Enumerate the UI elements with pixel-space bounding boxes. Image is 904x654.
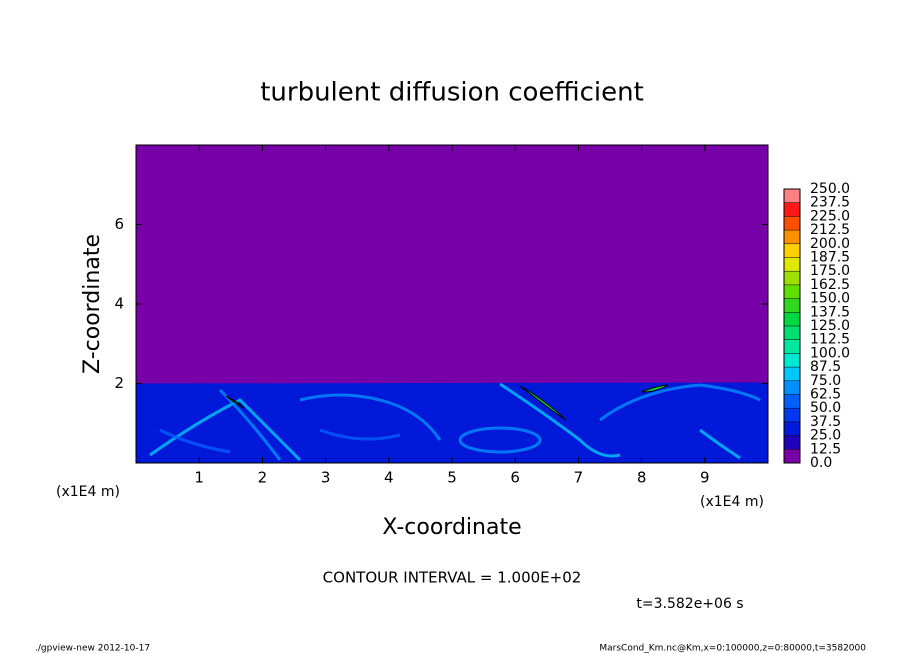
colorbar-bin xyxy=(784,435,800,450)
x-tick-label: 6 xyxy=(510,469,520,487)
colorbar-label: 200.0 xyxy=(810,236,850,252)
y-tick-label: 2 xyxy=(114,374,124,392)
colorbar-bin xyxy=(784,243,800,258)
contour-line xyxy=(225,395,245,409)
x-tick-label: 7 xyxy=(574,469,584,487)
colorbar-label: 250.0 xyxy=(810,181,850,197)
colorbar-bin xyxy=(784,202,800,217)
y-tick-label: 4 xyxy=(114,295,124,313)
colorbar-bin xyxy=(784,367,800,381)
footer-right: MarsCond_Km.nc@Km,x=0:100000,z=0:80000,t… xyxy=(599,644,866,654)
colorbar-bin xyxy=(784,394,800,409)
colorbar-label: 212.5 xyxy=(810,222,850,238)
colorbar-label: 237.5 xyxy=(810,195,850,211)
colorbar-bin xyxy=(784,380,800,395)
colorbar-label: 25.0 xyxy=(810,428,841,444)
colorbar-label: 112.5 xyxy=(810,332,850,348)
x-tick-label: 3 xyxy=(321,469,331,487)
field-swirl xyxy=(458,426,542,454)
field-swirl xyxy=(599,383,761,422)
colorbar-bin xyxy=(784,271,800,285)
colorbar-label: 162.5 xyxy=(810,277,850,293)
time-label: t=3.582e+06 s xyxy=(636,596,743,612)
colorbar-label: 50.0 xyxy=(810,400,841,416)
colorbar-bin xyxy=(784,284,800,299)
colorbar-label: 75.0 xyxy=(810,373,841,389)
colorbar-bin xyxy=(784,312,800,326)
colorbar-label: 87.5 xyxy=(810,359,841,375)
x-tick-label: 8 xyxy=(637,469,647,487)
colorbar-label: 12.5 xyxy=(810,441,841,457)
colorbar-bin xyxy=(784,408,800,422)
field-lower xyxy=(136,382,768,463)
colorbar-label: 150.0 xyxy=(810,291,850,307)
field-swirl xyxy=(319,428,401,441)
colorbar-label: 175.0 xyxy=(810,263,850,279)
y-axis-label: Z-coordinate xyxy=(80,234,105,374)
colorbar-bin xyxy=(784,230,800,244)
x-tick-label: 1 xyxy=(194,469,204,487)
colorbar-label: 37.5 xyxy=(810,414,841,430)
field-swirl xyxy=(159,428,231,454)
colorbar-bin xyxy=(784,449,800,463)
field-swirl xyxy=(149,398,302,462)
field-swirl xyxy=(299,393,442,441)
colorbar-bin xyxy=(784,326,800,340)
contour-interval: CONTOUR INTERVAL = 1.000E+02 xyxy=(323,569,582,587)
colorbar-label: 187.5 xyxy=(810,250,850,266)
colorbar-label: 100.0 xyxy=(810,345,850,361)
colorbar-label: 125.0 xyxy=(810,318,850,334)
x-tick-label: 5 xyxy=(447,469,457,487)
colorbar-bin xyxy=(784,189,800,203)
x-tick-label: 9 xyxy=(700,469,710,487)
colorbar-bin xyxy=(784,421,800,436)
colorbar-bin xyxy=(784,257,800,272)
contour-line xyxy=(641,384,669,393)
colorbar-bin xyxy=(784,298,800,313)
y-tick-label: 6 xyxy=(114,215,124,233)
colorbar-bin xyxy=(784,339,800,354)
field-swirl xyxy=(499,382,621,458)
contour-line xyxy=(519,385,567,421)
y-unit: (x1E4 m) xyxy=(56,484,120,500)
colorbar-bin xyxy=(784,216,800,231)
colorbar-bin xyxy=(784,353,800,368)
chart-title: turbulent diffusion coefficient xyxy=(260,78,644,108)
footer-left: ./gpview-new 2012-10-17 xyxy=(35,644,150,654)
field-swirl xyxy=(699,428,741,460)
colorbar-label: 137.5 xyxy=(810,304,850,320)
colorbar-label: 0.0 xyxy=(810,455,832,471)
x-unit: (x1E4 m) xyxy=(700,494,764,510)
x-axis-label: X-coordinate xyxy=(382,515,521,540)
x-tick-label: 2 xyxy=(258,469,268,487)
x-tick-label: 4 xyxy=(384,469,394,487)
colorbar-label: 62.5 xyxy=(810,387,841,403)
colorbar-label: 225.0 xyxy=(810,208,850,224)
